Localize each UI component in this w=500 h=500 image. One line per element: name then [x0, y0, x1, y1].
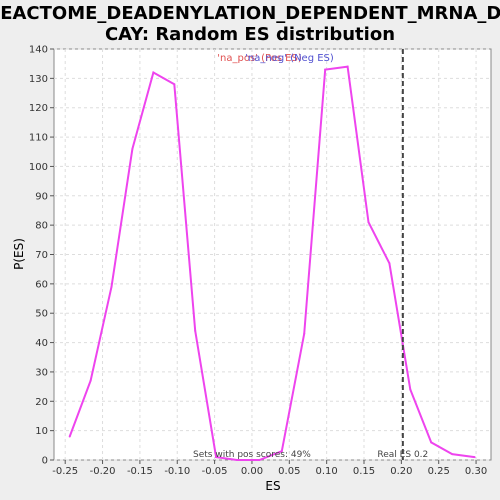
series-points: [68, 65, 476, 461]
series-line: [68, 65, 475, 461]
y-axis-ticks: 0 10 20 30 40 50 60 70 80 90 100 110 120 130 140: [29, 45, 54, 467]
x-tick-label: 0.25: [428, 466, 450, 477]
x-tick-label: 0.30: [465, 466, 487, 477]
x-axis-ticks: -0.25 -0.20 -0.15 -0.10 -0.05 0.00 0.05 0.10 0.1…: [52, 460, 487, 477]
data-point: [367, 221, 370, 224]
data-point: [152, 71, 155, 74]
data-point: [324, 68, 327, 71]
data-point: [473, 456, 476, 459]
x-tick-label: 0.20: [390, 466, 412, 477]
legend-neg-entry: 'na_neg' (Neg ES): [245, 53, 334, 64]
y-tick-label: 130: [29, 74, 48, 85]
x-tick-label: -0.05: [202, 466, 228, 477]
data-point: [451, 453, 454, 456]
grid: [54, 48, 491, 461]
data-point: [258, 459, 261, 461]
data-point: [89, 379, 92, 382]
data-point: [409, 388, 412, 391]
data-point: [68, 435, 71, 438]
y-tick-label: 40: [35, 338, 48, 349]
y-tick-label: 30: [35, 367, 48, 378]
real-es-label: Real ES 0.2: [377, 450, 428, 460]
data-point: [131, 147, 134, 150]
chart-title-line1: REACTOME_DEADENYLATION_DEPENDENT_MRNA_DE: [0, 3, 500, 24]
data-point: [110, 285, 113, 288]
x-tick-label: -0.25: [52, 466, 78, 477]
y-tick-label: 100: [29, 162, 48, 173]
x-tick-label: -0.10: [164, 466, 190, 477]
chart-title-line2: CAY: Random ES distribution: [105, 24, 395, 45]
x-tick-label: -0.20: [90, 466, 116, 477]
data-point: [236, 459, 239, 461]
y-tick-label: 0: [42, 456, 48, 467]
data-point: [194, 329, 197, 332]
x-tick-label: 0.10: [316, 466, 338, 477]
x-axis-label: ES: [265, 479, 280, 493]
data-point: [173, 83, 176, 86]
y-tick-label: 50: [35, 309, 48, 320]
x-tick-label: -0.15: [127, 466, 153, 477]
x-tick-label: 0.15: [353, 466, 375, 477]
y-tick-label: 10: [35, 426, 48, 437]
y-axis-label: P(ES): [12, 238, 26, 270]
data-point: [388, 262, 391, 265]
data-point: [430, 441, 433, 444]
data-point: [215, 456, 218, 459]
x-tick-label: 0.05: [278, 466, 300, 477]
data-point: [280, 450, 283, 453]
y-tick-label: 90: [35, 191, 48, 202]
y-tick-label: 20: [35, 397, 48, 408]
y-tick-label: 80: [35, 221, 48, 232]
y-tick-label: 70: [35, 250, 48, 261]
data-point: [346, 65, 349, 68]
y-tick-label: 140: [29, 45, 48, 56]
y-tick-label: 110: [29, 133, 48, 144]
legend-pos-entry: 'na_pos' (Pos ES): [217, 53, 302, 64]
y-tick-label: 60: [35, 279, 48, 290]
pos-scores-annotation: Sets with pos scores: 49%: [193, 450, 311, 460]
y-tick-label: 120: [29, 103, 48, 114]
data-point: [303, 332, 306, 335]
x-tick-label: 0.00: [241, 466, 263, 477]
